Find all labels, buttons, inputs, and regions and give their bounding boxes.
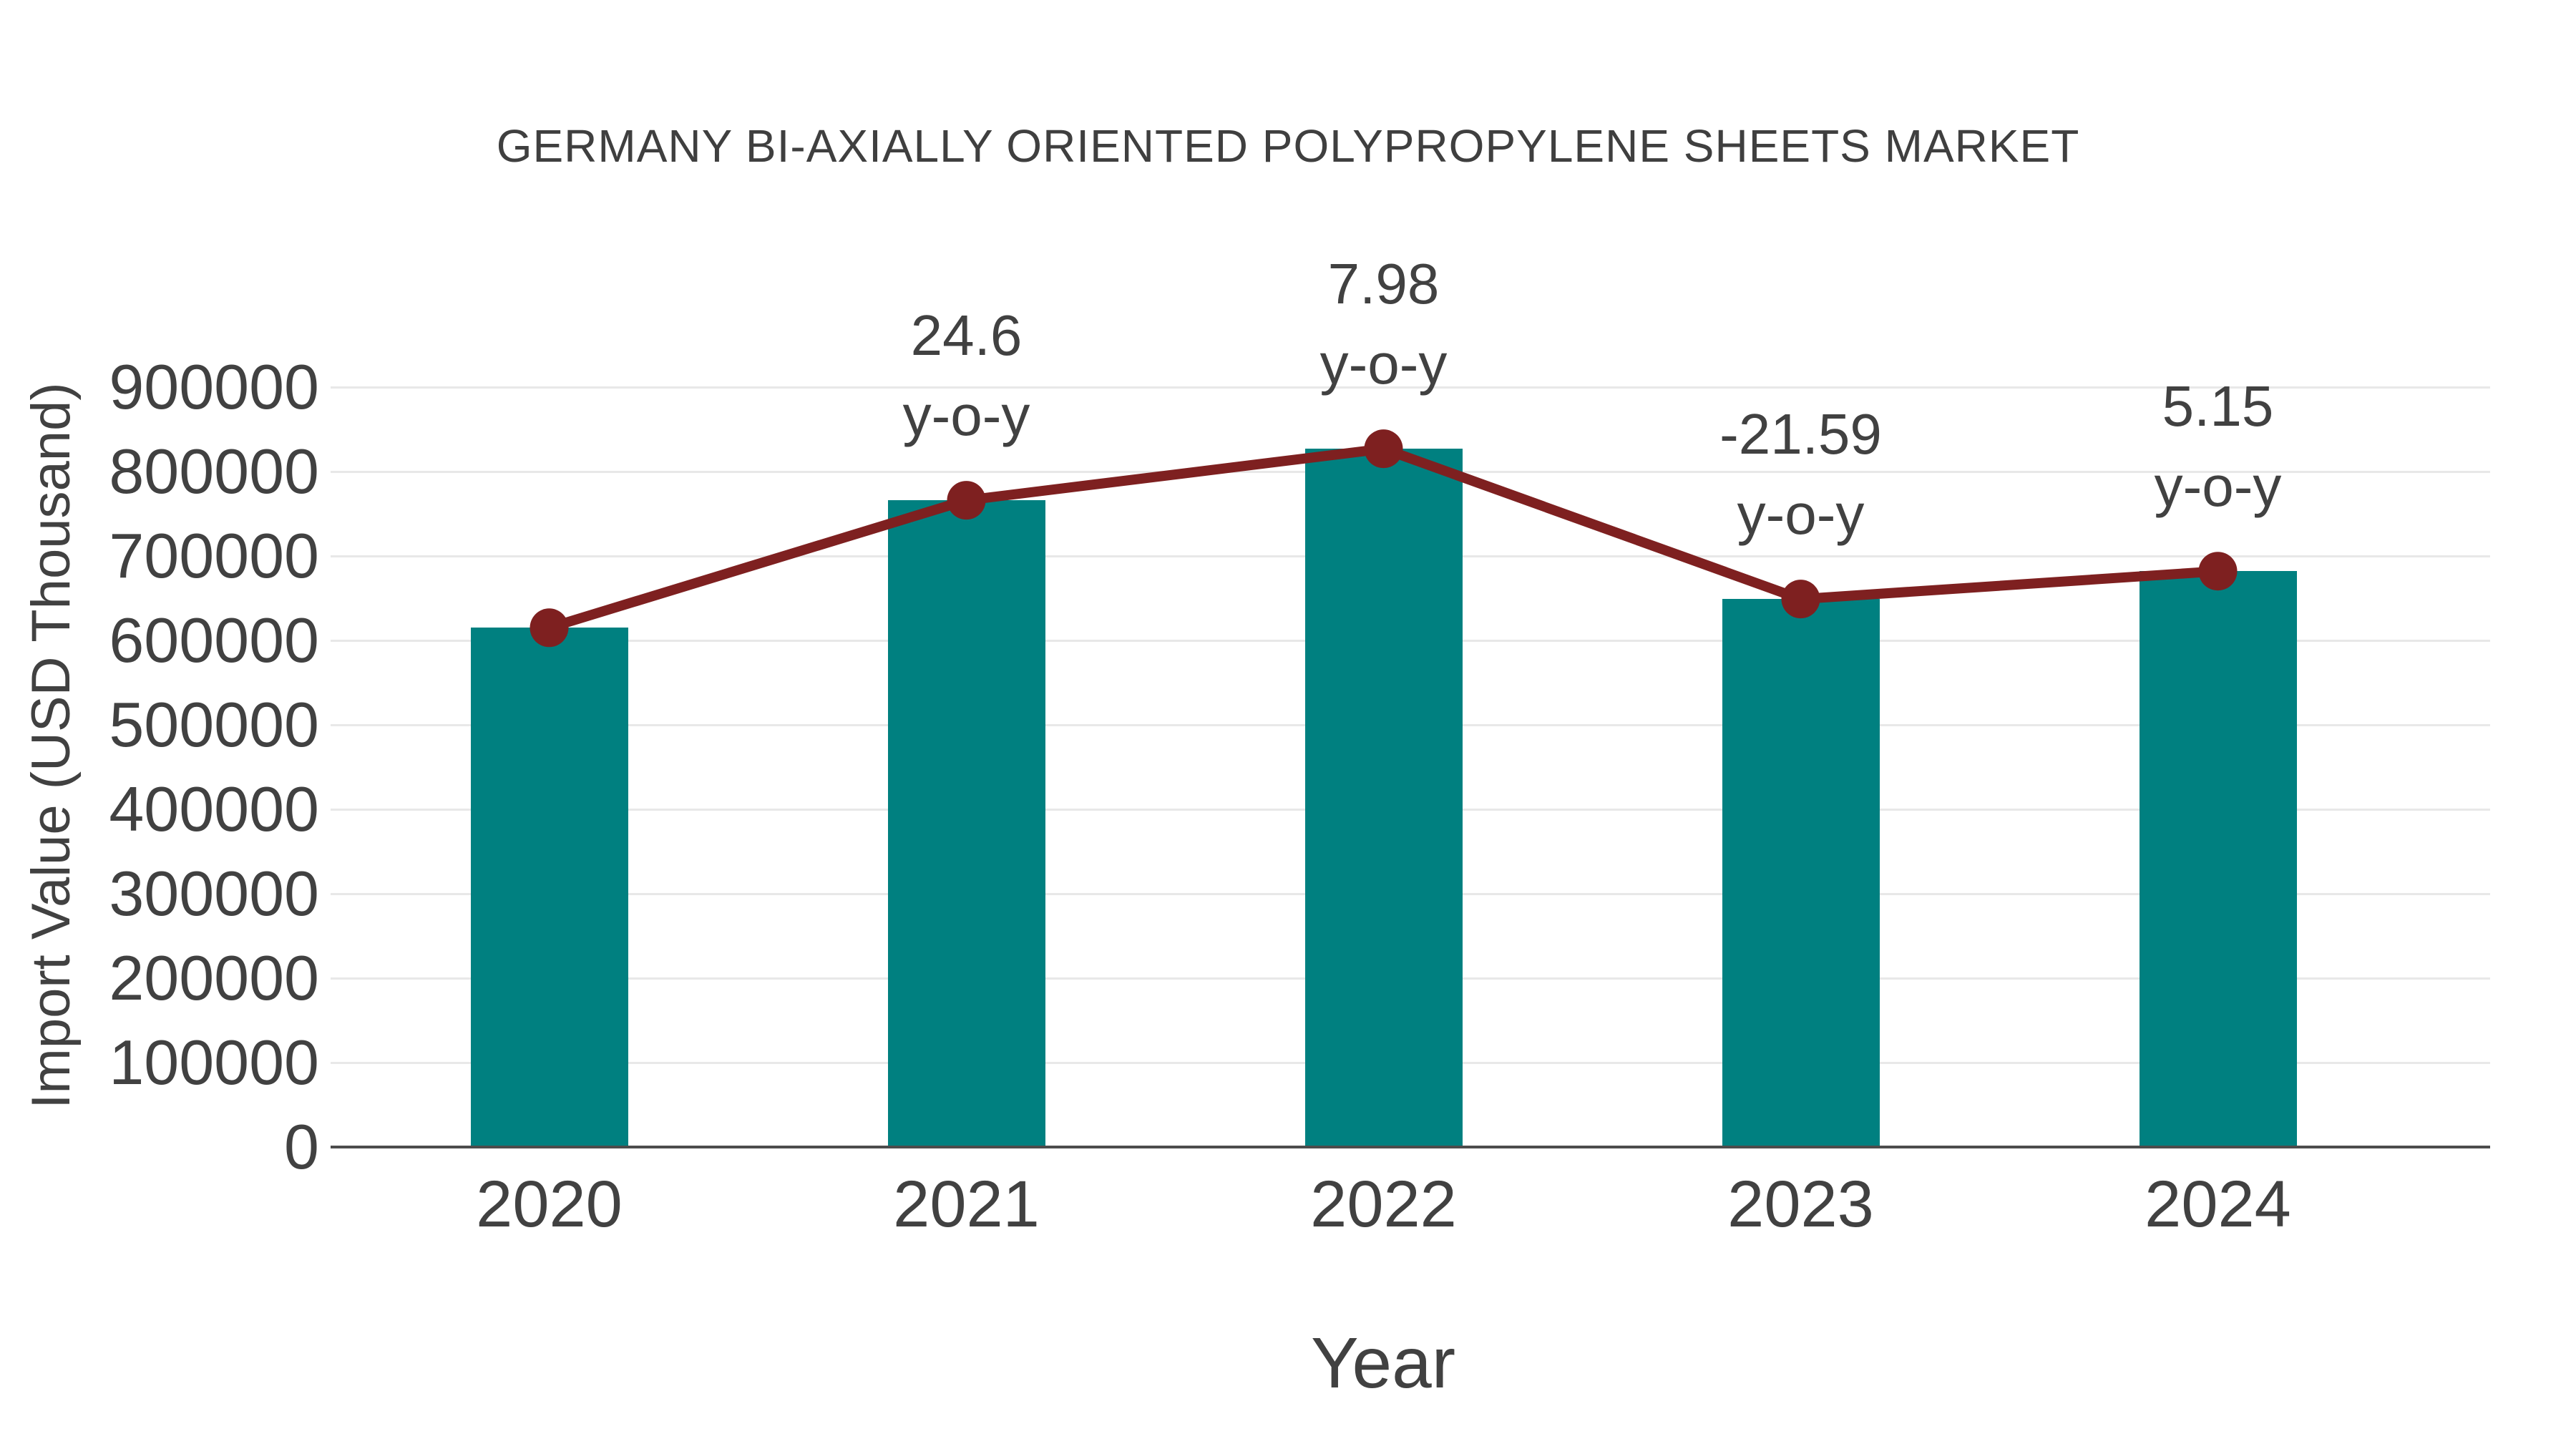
annotation-line: y-o-y (1319, 332, 1448, 396)
y-tick-label-800000: 800000 (109, 436, 319, 507)
trend-marker-2021 (947, 481, 986, 520)
x-tick-label-2020: 2020 (476, 1168, 623, 1241)
bar-2021 (887, 500, 1045, 1147)
y-tick-label-900000: 900000 (109, 351, 319, 422)
y-tick-label-200000: 200000 (109, 942, 319, 1013)
x-tick-label-2021: 2021 (893, 1168, 1040, 1241)
y-tick-label-0: 0 (284, 1111, 319, 1182)
y-tick-label-100000: 100000 (109, 1027, 319, 1098)
x-tick-label-2023: 2023 (1727, 1168, 1874, 1241)
bar-2024 (2139, 571, 2297, 1147)
annotation-line: 7.98 (1327, 252, 1440, 316)
annotation-line: y-o-y (2154, 454, 2282, 519)
trend-marker-2024 (2198, 552, 2238, 591)
y-tick-label-300000: 300000 (109, 858, 319, 929)
x-axis-title: Year (1310, 1323, 1456, 1403)
trend-marker-2020 (530, 608, 569, 648)
annotation-line: 5.15 (2162, 374, 2274, 439)
x-tick-label-2022: 2022 (1310, 1168, 1457, 1241)
trend-marker-2023 (1781, 580, 1820, 619)
annotation-line: 24.6 (910, 303, 1023, 368)
y-tick-label-700000: 700000 (109, 520, 319, 591)
bar-2022 (1304, 449, 1463, 1147)
y-tick-label-500000: 500000 (109, 689, 319, 760)
annotation-2021: 24.6 y-o-y (738, 296, 1196, 456)
annotation-2023: -21.59 y-o-y (1572, 394, 2030, 555)
annotation-2024: 5.15 y-o-y (1989, 366, 2447, 527)
x-axis-line (331, 1146, 2490, 1148)
annotation-2022: 7.98 y-o-y (1155, 244, 1613, 404)
y-tick-label-400000: 400000 (109, 774, 319, 844)
chart-title: GERMANY BI-AXIALLY ORIENTED POLYPROPYLEN… (496, 120, 2080, 172)
annotation-line: y-o-y (1737, 482, 1865, 547)
bar-2023 (1722, 599, 1880, 1147)
y-tick-label-600000: 600000 (109, 605, 319, 675)
gridline-900000 (331, 386, 2490, 389)
x-tick-label-2024: 2024 (2145, 1168, 2291, 1241)
trend-marker-2022 (1364, 429, 1403, 469)
annotation-line: -21.59 (1719, 402, 1882, 467)
annotation-line: y-o-y (902, 384, 1030, 448)
bar-2020 (470, 628, 628, 1147)
